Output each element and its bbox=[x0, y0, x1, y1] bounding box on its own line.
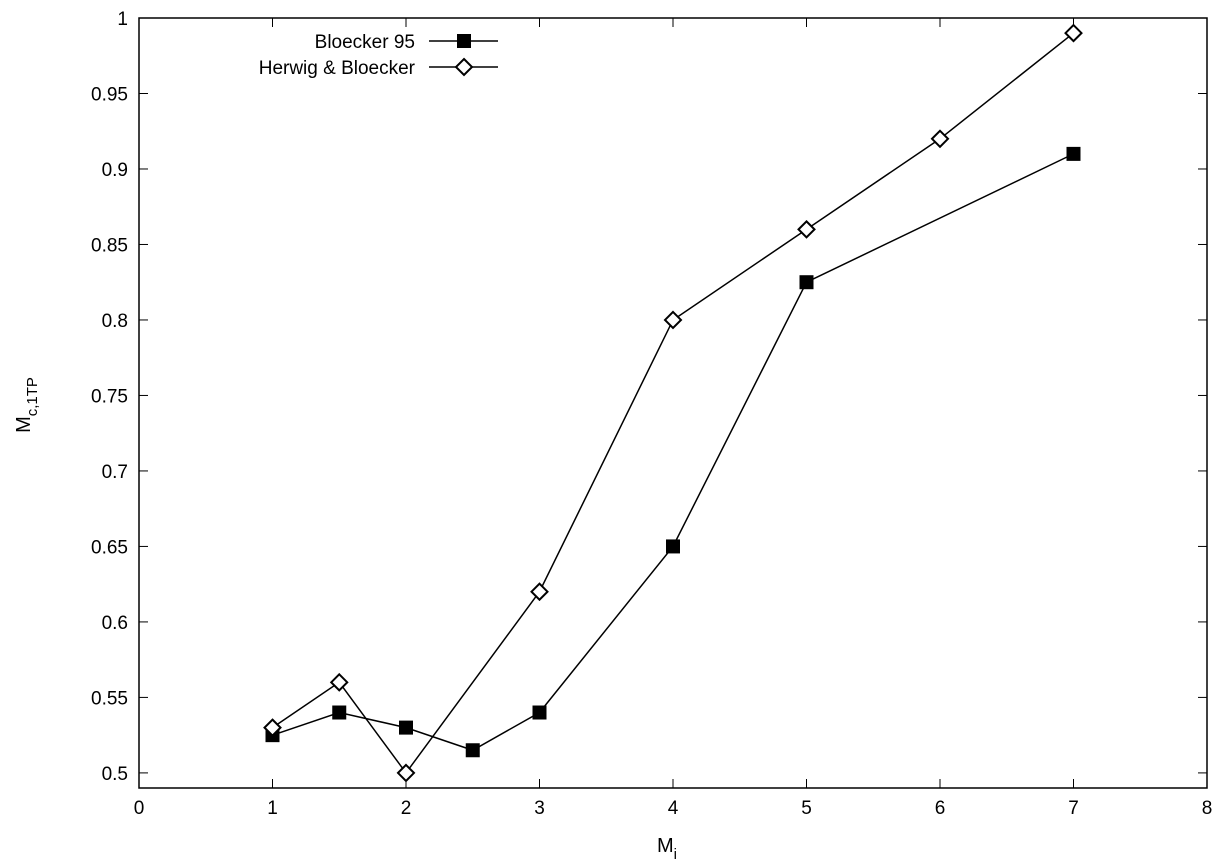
data-point bbox=[465, 743, 480, 758]
series-2 bbox=[263, 23, 1083, 783]
data-point bbox=[396, 763, 416, 783]
legend-label: Bloecker 95 bbox=[315, 32, 415, 53]
data-point bbox=[1066, 146, 1081, 161]
x-axis-label-main: M bbox=[657, 835, 674, 857]
y-tick-label: 0.6 bbox=[102, 613, 128, 634]
y-tick-label: 0.7 bbox=[102, 462, 128, 483]
plot-frame bbox=[138, 17, 1208, 789]
x-tick-label: 7 bbox=[1068, 798, 1079, 819]
x-tick-label: 2 bbox=[401, 798, 412, 819]
x-axis-label: Mi bbox=[657, 835, 677, 863]
data-point bbox=[263, 718, 282, 738]
x-tick-label: 1 bbox=[267, 798, 278, 819]
y-tick-label: 1 bbox=[117, 9, 128, 30]
legend: Bloecker 95 Herwig & Bloecker bbox=[259, 32, 498, 79]
y-axis-label-sub: c,1TP bbox=[24, 377, 41, 416]
series-line bbox=[272, 32, 1074, 775]
x-tick-label: 8 bbox=[1202, 798, 1213, 819]
y-tick-label: 0.65 bbox=[91, 537, 128, 558]
y-tick-label: 0.85 bbox=[91, 235, 128, 256]
axis-ticks: 0 1 2 3 4 5 6 7 8 0.5 0.55 0.6 0.65 0.7 0.75 0.8 0.85 0.9… bbox=[91, 9, 1212, 819]
series-layer bbox=[263, 23, 1083, 783]
y-axis-label-main: M bbox=[13, 416, 35, 433]
data-point bbox=[797, 219, 816, 239]
y-tick-label: 0.5 bbox=[102, 764, 128, 785]
data-point bbox=[930, 129, 950, 149]
y-axis-label: Mc,1TP bbox=[13, 377, 41, 433]
data-point bbox=[399, 720, 413, 735]
x-tick-label: 5 bbox=[801, 798, 812, 819]
x-axis-label-sub: i bbox=[674, 846, 677, 863]
y-tick-label: 0.75 bbox=[91, 386, 128, 407]
data-point bbox=[799, 275, 814, 290]
legend-label: Herwig & Bloecker bbox=[259, 58, 416, 79]
y-tick-label: 0.9 bbox=[102, 160, 128, 181]
data-point bbox=[332, 705, 347, 720]
data-point bbox=[663, 310, 683, 330]
legend-marker bbox=[457, 34, 471, 48]
x-tick-label: 0 bbox=[134, 798, 145, 819]
series-1 bbox=[265, 146, 1081, 758]
y-tick-label: 0.8 bbox=[102, 311, 128, 332]
data-point bbox=[530, 582, 549, 602]
data-point bbox=[666, 539, 680, 554]
x-tick-label: 3 bbox=[534, 798, 545, 819]
data-point bbox=[1064, 23, 1083, 43]
series-line bbox=[272, 153, 1074, 752]
y-tick-label: 0.95 bbox=[91, 84, 128, 105]
legend-marker bbox=[454, 57, 474, 77]
y-tick-label: 0.55 bbox=[91, 688, 128, 709]
x-tick-label: 6 bbox=[935, 798, 946, 819]
data-point bbox=[532, 705, 547, 720]
data-point bbox=[329, 672, 349, 692]
x-tick-label: 4 bbox=[668, 798, 679, 819]
